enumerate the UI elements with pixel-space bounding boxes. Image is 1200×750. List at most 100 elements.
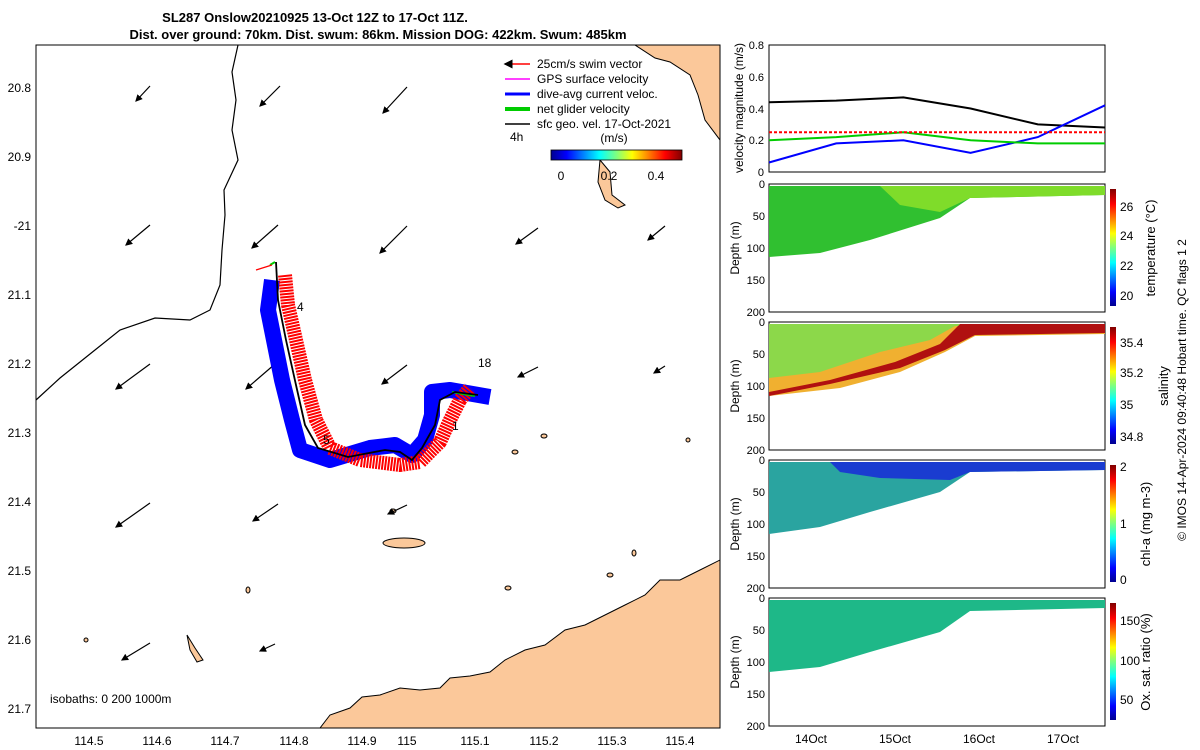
map-legend: 25cm/s swim vector GPS surface velocity … xyxy=(503,57,683,183)
lon-tick-labels: 114.5 114.6 114.7 114.8 114.9 115 115.1 … xyxy=(74,734,694,748)
island-small xyxy=(631,549,637,557)
temperature-colorbar xyxy=(1110,189,1116,306)
isobath-line xyxy=(36,45,239,401)
chla-cbar-label: chl-a (mg m-3) xyxy=(1138,482,1153,567)
temperature-cbar-label: temperature (°C) xyxy=(1143,200,1158,297)
temperature-cbar-tick: 20 xyxy=(1120,289,1134,303)
island-small xyxy=(186,634,204,663)
lat-tick: 21.5 xyxy=(8,564,32,578)
depth-tick: 0 xyxy=(759,317,765,329)
chla-colorbar xyxy=(1110,465,1116,582)
colorbar-tick: 0.2 xyxy=(601,169,618,183)
depth-tick: 100 xyxy=(747,243,765,255)
isobaths-label: isobaths: 0 200 1000m xyxy=(50,692,171,706)
island-small xyxy=(685,437,691,443)
lon-tick: 115 xyxy=(397,734,416,748)
salinity-cbar-tick: 35.2 xyxy=(1120,366,1144,380)
oxsat-field xyxy=(769,600,1105,672)
salinity-cbar-tick: 34.8 xyxy=(1120,430,1144,444)
temperature-cbar-tick: 26 xyxy=(1120,200,1134,214)
depth-tick: 0 xyxy=(759,455,765,467)
island-small xyxy=(606,572,614,578)
lat-tick: -21 xyxy=(14,219,32,233)
depth-label: Depth (m) xyxy=(728,497,742,550)
track-current-velocity xyxy=(260,278,492,468)
time-marker: 4h xyxy=(510,130,523,144)
lat-tick: 21.3 xyxy=(8,426,32,440)
chla-panel: 2 1 0 chl-a (mg m-3) xyxy=(768,459,1153,589)
legend-entry: 25cm/s swim vector xyxy=(537,57,642,71)
lon-tick: 115.1 xyxy=(460,734,489,748)
island-northeast xyxy=(597,158,626,209)
island-small xyxy=(511,449,519,455)
legend-entry: GPS surface velocity xyxy=(537,72,648,86)
velocity-series xyxy=(768,96,1106,164)
lon-tick: 115.4 xyxy=(665,734,694,748)
track-label: 5 xyxy=(323,433,330,447)
velocity-ylabel: velocity magnitude (m/s) xyxy=(732,43,746,173)
glider-track xyxy=(275,261,479,462)
salinity-cbar-label: salinity xyxy=(1156,366,1171,406)
depth-tick: 200 xyxy=(747,307,765,319)
time-ticks: 14Oct 15Oct 16Oct 17Oct xyxy=(795,732,1080,746)
depth-tick: 200 xyxy=(747,583,765,595)
depth-tick: 200 xyxy=(747,721,765,733)
lat-tick: 20.8 xyxy=(8,81,32,95)
salinity-panel: 35.4 35.2 35 34.8 salinity xyxy=(768,321,1171,451)
lon-tick: 114.7 xyxy=(210,734,239,748)
lon-tick: 115.2 xyxy=(529,734,558,748)
depth-tick: 50 xyxy=(753,349,765,361)
depth-tick: 150 xyxy=(747,689,765,701)
depth-label: Depth (m) xyxy=(728,635,742,688)
depth-tick: 50 xyxy=(753,625,765,637)
velocity-ytick: 0 xyxy=(758,167,764,179)
chla-field xyxy=(769,462,1105,534)
lat-tick: 21.1 xyxy=(8,288,32,302)
island-small xyxy=(540,433,548,439)
colorbar-tick: 0.4 xyxy=(648,169,665,183)
lat-tick: 21.2 xyxy=(8,357,32,371)
depth-tick: 150 xyxy=(747,551,765,563)
depth-tick: 150 xyxy=(747,413,765,425)
temperature-cbar-tick: 24 xyxy=(1120,229,1134,243)
time-tick: 14Oct xyxy=(795,732,828,746)
velocity-series-line xyxy=(768,131,1105,145)
velocity-ytick: 0.2 xyxy=(749,135,764,147)
lon-tick: 115.3 xyxy=(597,734,626,748)
track-swim-vectors xyxy=(278,274,476,472)
legend-entry: sfc geo. vel. 17-Oct-2021 xyxy=(537,117,671,131)
island-small xyxy=(245,586,251,594)
depth-tick: 0 xyxy=(759,593,765,605)
lat-tick: 21.7 xyxy=(8,702,32,716)
colorbar-tick: 0 xyxy=(558,169,565,183)
depth-tick: 100 xyxy=(747,519,765,531)
velocity-ytick: 0.4 xyxy=(749,104,764,116)
island-small xyxy=(504,585,512,591)
oxsat-colorbar xyxy=(1110,603,1116,720)
legend-entry: dive-avg current veloc. xyxy=(537,87,658,101)
legend-entry: net glider velocity xyxy=(537,102,630,116)
time-tick: 17Oct xyxy=(1047,732,1080,746)
velocity-ytick: 0.6 xyxy=(749,72,764,84)
velocity-ytick: 0.8 xyxy=(749,40,764,52)
lat-tick: 20.9 xyxy=(8,150,32,164)
time-tick: 15Oct xyxy=(879,732,912,746)
oxsat-cbar-label: Ox. sat. ratio (%) xyxy=(1138,613,1153,711)
depth-tick: 100 xyxy=(747,381,765,393)
chla-cbar-tick: 2 xyxy=(1120,460,1127,474)
temperature-panel: 26 24 22 20 temperature (°C) xyxy=(768,183,1158,313)
depth-tick: 50 xyxy=(753,211,765,223)
depth-label: Depth (m) xyxy=(728,359,742,412)
salinity-cbar-tick: 35.4 xyxy=(1120,336,1144,350)
depth-label: Depth (m) xyxy=(728,221,742,274)
footer-copyright: © IMOS 14-Apr-2024 09:40:48 Hobart time.… xyxy=(1175,239,1189,541)
oxsat-cbar-tick: 50 xyxy=(1120,693,1134,707)
island-large xyxy=(382,537,426,549)
island-small xyxy=(83,637,89,643)
lon-tick: 114.9 xyxy=(347,734,376,748)
oxsat-panel: 150 100 50 Ox. sat. ratio (%) xyxy=(768,597,1153,727)
title-line2: Dist. over ground: 70km. Dist. swum: 86k… xyxy=(129,27,626,42)
velocity-axes xyxy=(768,44,1106,173)
land-northeast xyxy=(634,45,720,141)
map-panel: 4 18 5 1 20.8 20.9 -21 21.1 21.2 21.3 21… xyxy=(8,44,721,748)
